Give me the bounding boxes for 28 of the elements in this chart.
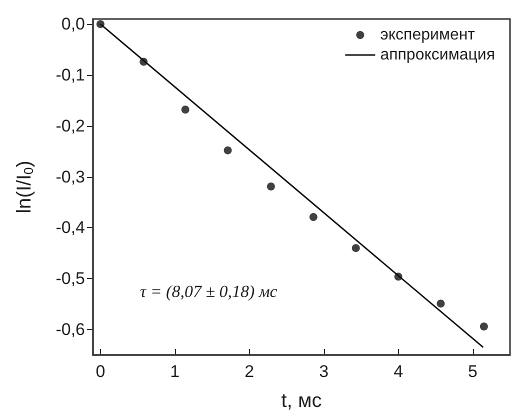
point xyxy=(181,106,190,114)
point xyxy=(309,213,318,222)
y-tick-label: -0,6 xyxy=(56,320,85,340)
x-tick-label: 5 xyxy=(468,362,478,381)
y-tick-label: -0,3 xyxy=(56,167,85,186)
point xyxy=(480,322,488,330)
y-tick-label: -0,1 xyxy=(56,66,85,84)
legend-label: аппроксимация xyxy=(380,46,496,64)
point xyxy=(96,20,104,28)
point xyxy=(266,182,275,190)
y-tick-label: -0,4 xyxy=(56,218,85,238)
y-tick-label: -0,2 xyxy=(56,116,85,136)
y-tick-label: 0,0 xyxy=(61,14,85,34)
annotation: τ = (8,07 ± 0,18) мс xyxy=(140,282,278,301)
x-axis-title: t, мс xyxy=(281,390,322,412)
point xyxy=(224,146,232,154)
x-tick-label: 1 xyxy=(170,362,180,381)
point xyxy=(352,244,360,252)
point xyxy=(436,300,445,308)
y-tick-label: -0,5 xyxy=(56,269,85,288)
x-tick-label: 3 xyxy=(319,362,329,381)
point xyxy=(140,58,148,66)
point xyxy=(394,272,402,281)
x-tick-label: 0 xyxy=(96,362,106,381)
x-tick-label: 4 xyxy=(394,362,404,381)
x-tick-label: 2 xyxy=(244,362,254,381)
y-axis-title: ln(I/I0) xyxy=(14,160,36,214)
legend-label: эксперимент xyxy=(380,26,476,44)
